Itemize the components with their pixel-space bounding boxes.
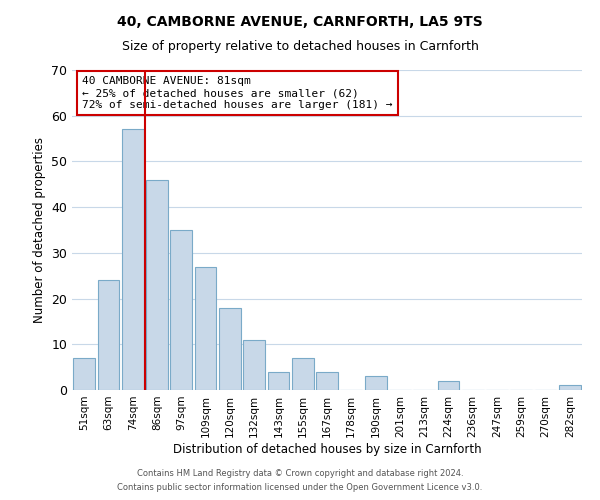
Bar — [146, 180, 168, 390]
Bar — [122, 130, 143, 390]
Y-axis label: Number of detached properties: Number of detached properties — [32, 137, 46, 323]
X-axis label: Distribution of detached houses by size in Carnforth: Distribution of detached houses by size … — [173, 442, 481, 456]
Bar — [97, 280, 119, 390]
Bar — [559, 386, 581, 390]
Text: Contains HM Land Registry data © Crown copyright and database right 2024.: Contains HM Land Registry data © Crown c… — [137, 468, 463, 477]
Bar — [437, 381, 460, 390]
Text: 40, CAMBORNE AVENUE, CARNFORTH, LA5 9TS: 40, CAMBORNE AVENUE, CARNFORTH, LA5 9TS — [117, 15, 483, 29]
Bar — [170, 230, 192, 390]
Text: 40 CAMBORNE AVENUE: 81sqm
← 25% of detached houses are smaller (62)
72% of semi-: 40 CAMBORNE AVENUE: 81sqm ← 25% of detac… — [82, 76, 392, 110]
Text: Contains public sector information licensed under the Open Government Licence v3: Contains public sector information licen… — [118, 484, 482, 492]
Bar — [73, 358, 95, 390]
Bar — [365, 376, 386, 390]
Text: Size of property relative to detached houses in Carnforth: Size of property relative to detached ho… — [122, 40, 478, 53]
Bar — [219, 308, 241, 390]
Bar — [292, 358, 314, 390]
Bar — [268, 372, 289, 390]
Bar — [243, 340, 265, 390]
Bar — [194, 266, 217, 390]
Bar — [316, 372, 338, 390]
